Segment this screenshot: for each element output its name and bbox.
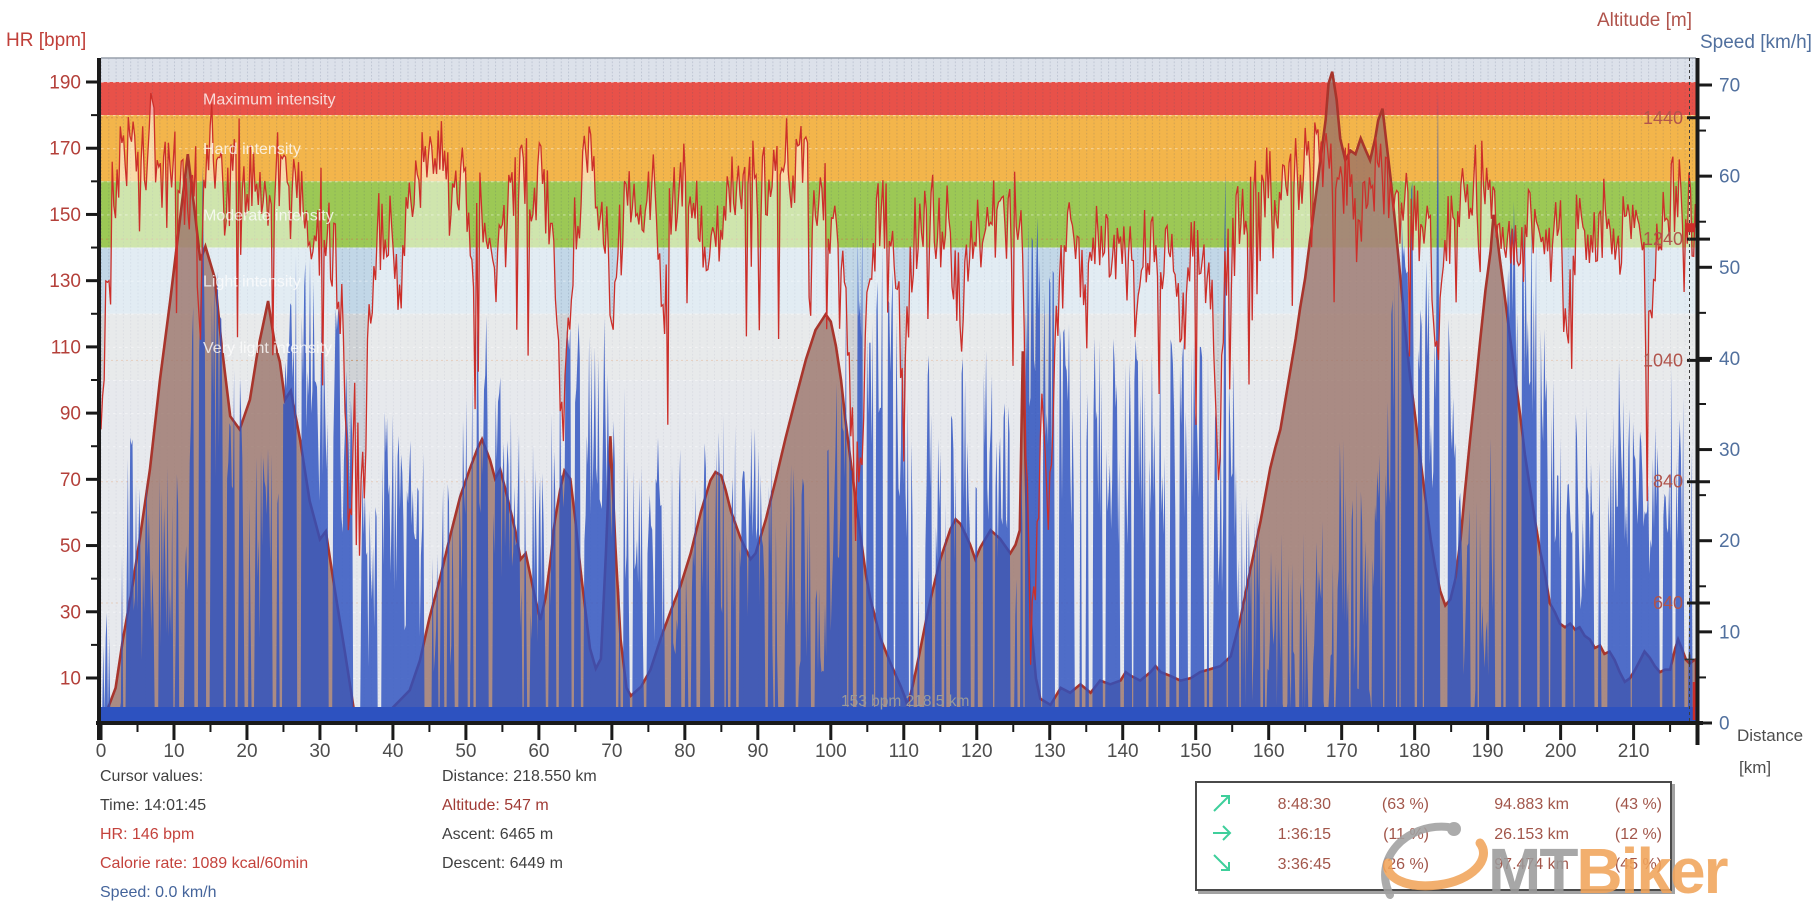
descending-distance-pct: (45 %) [1614, 856, 1662, 873]
distance-axis-unit: [km] [1739, 758, 1772, 777]
hr-tick-label: 130 [49, 271, 81, 292]
distance-axis-title: Distance [1737, 726, 1804, 745]
zone-label: Very light intensity [203, 340, 332, 357]
distance-tick-label: 150 [1180, 741, 1212, 762]
cursor-values-header: Cursor values: [100, 768, 204, 785]
altitude-tick-label: 1040 [1643, 350, 1683, 370]
trend-down-icon [1197, 852, 1245, 879]
distance-tick-label: 170 [1326, 741, 1358, 762]
hr-tick-label: 90 [60, 404, 81, 425]
flat-time: 1:36:15 [1277, 826, 1331, 843]
speed-axis-title: Speed [km/h] [1700, 32, 1812, 53]
distance-tick-label: 140 [1107, 741, 1139, 762]
zone-label: Light intensity [203, 274, 301, 291]
hr-tick-label: 30 [60, 602, 81, 623]
distance-tick-label: 80 [674, 741, 695, 762]
descending-time: 3:36:45 [1277, 856, 1331, 873]
cursor-calorie-rate: Calorie rate: 1089 kcal/60min [100, 855, 309, 872]
table-row: 3:36:45 (26 %) 97.474 km (45 %) [1197, 850, 1670, 880]
flat-distance: 26.153 km [1494, 826, 1569, 843]
distance-tick-label: 210 [1618, 741, 1650, 762]
speed-baseline-strip [101, 707, 1696, 721]
distance-tick-label: 110 [889, 741, 919, 762]
distance-tick-label: 70 [601, 741, 622, 762]
distance-tick-label: 40 [382, 741, 403, 762]
summary-ascent: Ascent: 6465 m [442, 826, 554, 843]
distance-tick-label: 30 [309, 741, 330, 762]
hr-tick-label: 70 [60, 470, 81, 491]
altitude-tick-label: 640 [1653, 593, 1683, 613]
speed-tick-label: 0 [1719, 714, 1730, 735]
table-row: 1:36:15 (11 %) 26.153 km (12 %) [1197, 820, 1670, 850]
flat-time-pct: (11 %) [1383, 826, 1429, 843]
descending-distance: 97.474 km [1494, 856, 1569, 873]
descending-time-pct: (26 %) [1381, 856, 1429, 873]
cursor-annotation: 153 bpm 218.5 km [841, 693, 969, 710]
hr-tick-label: 110 [51, 337, 81, 358]
hr-tick-label: 50 [60, 536, 81, 557]
ascending-distance: 94.883 km [1494, 796, 1569, 813]
distance-tick-label: 180 [1399, 741, 1431, 762]
speed-area [101, 91, 1696, 723]
ride-summary-panel: Distance: 218.550 km Altitude: 547 m Asc… [442, 768, 597, 884]
speed-tick-label: 20 [1719, 531, 1740, 552]
distance-tick-label: 20 [236, 741, 257, 762]
altitude-tick-label: 1240 [1643, 229, 1683, 249]
ascending-distance-pct: (43 %) [1614, 796, 1662, 813]
distance-tick-label: 160 [1253, 741, 1285, 762]
trend-flat-icon [1197, 822, 1245, 849]
speed-tick-label: 70 [1719, 75, 1740, 96]
hr-tick-label: 190 [49, 73, 81, 94]
distance-tick-label: 120 [961, 741, 993, 762]
hr-axis-title: HR [bpm] [6, 30, 87, 51]
hr-tick-label: 170 [49, 139, 81, 160]
split-summary-table: 8:48:30 (63 %) 94.883 km (43 %) 1:36:15 … [1195, 781, 1672, 891]
zone-label: Moderate intensity [203, 207, 334, 224]
distance-tick-label: 130 [1034, 741, 1066, 762]
zone-label: Hard intensity [203, 141, 301, 158]
summary-distance: Distance: 218.550 km [442, 768, 597, 785]
hr-tick-label: 150 [49, 205, 81, 226]
cursor-speed: Speed: 0.0 km/h [100, 884, 217, 901]
trend-up-icon [1197, 792, 1245, 819]
distance-tick-label: 0 [96, 741, 107, 762]
distance-tick-label: 100 [815, 741, 847, 762]
speed-tick-label: 60 [1719, 167, 1740, 188]
hr-line [100, 92, 1697, 665]
cursor-values-panel: Cursor values: Time: 14:01:45 HR: 146 bp… [100, 768, 308, 913]
cursor-hr-marker [1685, 223, 1694, 233]
table-row: 8:48:30 (63 %) 94.883 km (43 %) [1197, 790, 1670, 820]
altitude-axis-title: Altitude [m] [1596, 10, 1692, 31]
speed-tick-label: 40 [1719, 349, 1740, 370]
altitude-tick-label: 840 [1653, 472, 1683, 492]
summary-altitude: Altitude: 547 m [442, 797, 549, 814]
distance-tick-label: 10 [163, 741, 184, 762]
speed-tick-label: 50 [1719, 258, 1740, 279]
zone-label: Maximum intensity [203, 92, 335, 109]
flat-distance-pct: (12 %) [1614, 826, 1662, 843]
hr-tick-label: 10 [60, 669, 81, 690]
distance-tick-label: 50 [455, 741, 476, 762]
altitude-tick-label: 1440 [1643, 108, 1683, 128]
cursor-hr: HR: 146 bpm [100, 826, 195, 843]
summary-descent: Descent: 6449 m [442, 855, 563, 872]
speed-tick-label: 30 [1719, 440, 1740, 461]
distance-tick-label: 200 [1545, 741, 1577, 762]
distance-tick-label: 190 [1472, 741, 1504, 762]
speed-tick-label: 10 [1719, 622, 1740, 643]
ascending-time: 8:48:30 [1277, 796, 1331, 813]
ascending-time-pct: (63 %) [1381, 796, 1429, 813]
distance-tick-label: 90 [747, 741, 768, 762]
cursor-time: Time: 14:01:45 [100, 797, 207, 814]
workout-chart-plot[interactable]: 10 30 50 70 90 110 130 150 170 190 0 10 20 30 40 50 60 70… [0, 0, 1820, 780]
distance-tick-label: 60 [528, 741, 549, 762]
